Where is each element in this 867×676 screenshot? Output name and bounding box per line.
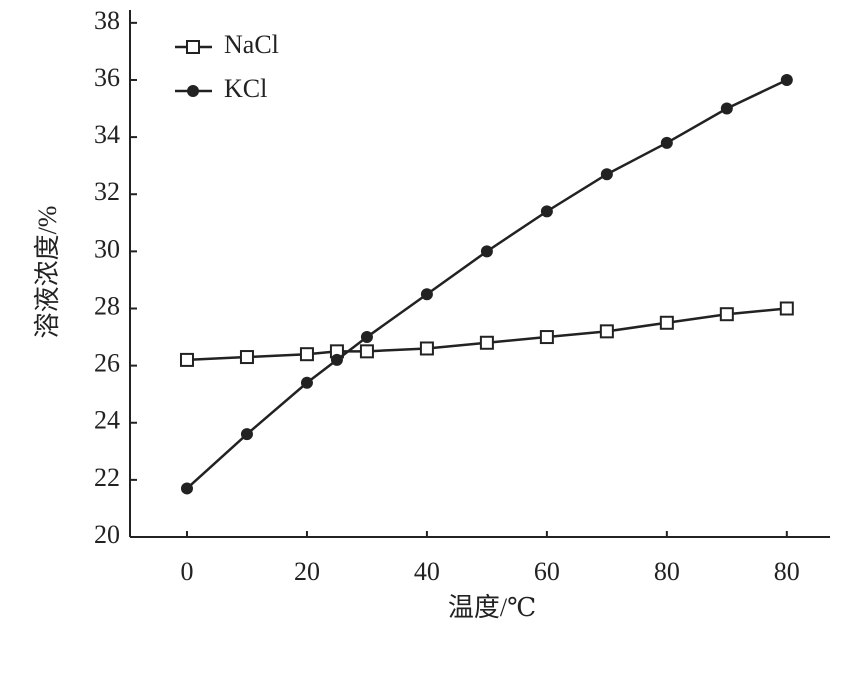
y-tick-label: 30 bbox=[94, 234, 120, 263]
y-tick-label: 26 bbox=[94, 349, 120, 378]
x-tick-label: 20 bbox=[294, 557, 320, 586]
data-point bbox=[779, 301, 794, 316]
y-tick-label: 36 bbox=[94, 63, 120, 92]
data-point bbox=[660, 136, 673, 149]
y-tick-label: 38 bbox=[94, 6, 120, 35]
data-point bbox=[600, 168, 613, 181]
series-line bbox=[186, 307, 787, 362]
x-tick-label: 0 bbox=[180, 557, 193, 586]
data-point bbox=[419, 341, 434, 356]
y-axis-label: 溶液浓度/% bbox=[33, 206, 62, 339]
legend-marker bbox=[186, 40, 200, 54]
data-point bbox=[480, 245, 493, 258]
data-point bbox=[719, 307, 734, 322]
data-point bbox=[179, 352, 194, 367]
data-point bbox=[659, 315, 674, 330]
data-point bbox=[240, 428, 253, 441]
data-point bbox=[330, 353, 343, 366]
data-point bbox=[359, 344, 374, 359]
data-point bbox=[540, 205, 553, 218]
x-tick-label: 40 bbox=[414, 557, 440, 586]
y-tick-label: 20 bbox=[94, 520, 120, 549]
data-point bbox=[299, 347, 314, 362]
data-point bbox=[599, 324, 614, 339]
x-tick-label: 60 bbox=[534, 557, 560, 586]
y-tick-label: 24 bbox=[94, 406, 120, 435]
data-point bbox=[780, 73, 793, 86]
y-tick-label: 22 bbox=[94, 463, 120, 492]
legend-label: NaCl bbox=[224, 30, 279, 59]
data-point bbox=[720, 102, 733, 115]
data-point bbox=[300, 376, 313, 389]
x-tick-label: 80 bbox=[774, 557, 800, 586]
x-axis-label: 温度/℃ bbox=[448, 593, 536, 622]
data-point bbox=[479, 335, 494, 350]
y-tick-label: 32 bbox=[94, 177, 120, 206]
y-tick-label: 28 bbox=[94, 291, 120, 320]
data-point bbox=[360, 331, 373, 344]
data-point bbox=[239, 350, 254, 365]
series-line bbox=[186, 78, 788, 490]
legend-label: KCl bbox=[224, 74, 267, 103]
data-point bbox=[539, 330, 554, 345]
legend-marker bbox=[187, 85, 199, 97]
y-tick-label: 34 bbox=[94, 120, 120, 149]
data-point bbox=[180, 482, 193, 495]
data-point bbox=[420, 288, 433, 301]
x-tick-label: 80 bbox=[654, 557, 680, 586]
